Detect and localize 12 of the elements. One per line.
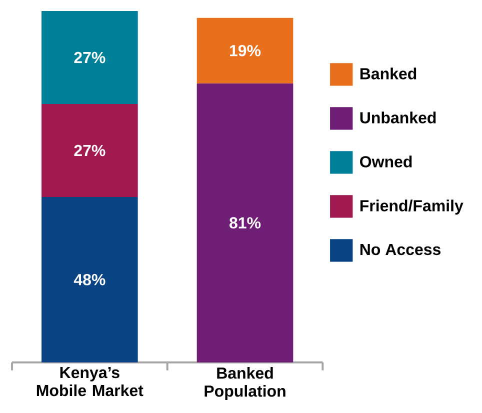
legend-label: Owned bbox=[360, 156, 412, 168]
x-tick-label: Kenya’s Mobile Market bbox=[36, 367, 144, 396]
data-label: 19% bbox=[230, 44, 261, 56]
data-label: 48% bbox=[74, 274, 106, 286]
data-label: 27% bbox=[74, 52, 106, 64]
legend-label: Friend/Family bbox=[360, 200, 464, 215]
legend-label: Unbanked bbox=[360, 112, 436, 124]
legend-label: No Access bbox=[360, 244, 441, 256]
legend-label: Banked bbox=[360, 68, 416, 80]
data-label: 81% bbox=[229, 217, 261, 228]
x-tick-label: Banked Population bbox=[204, 367, 286, 400]
data-label: 27% bbox=[74, 144, 106, 156]
